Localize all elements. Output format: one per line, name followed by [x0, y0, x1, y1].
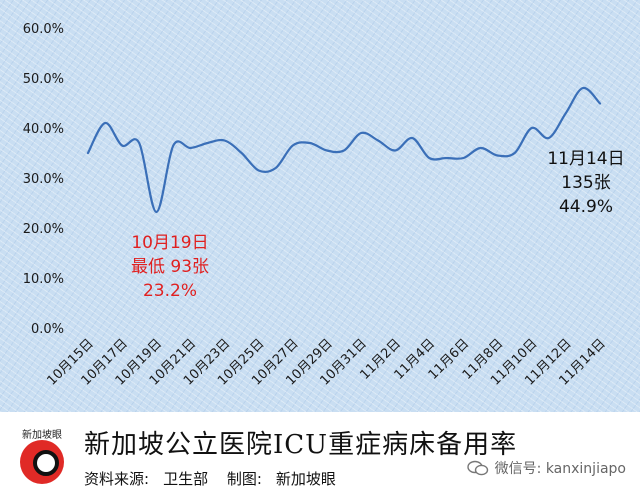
annotation-label: 23.2%	[143, 281, 197, 301]
y-tick-label: 50.0%	[23, 72, 64, 87]
source-line: 资料来源: 卫生部 制图: 新加坡眼	[84, 468, 350, 489]
annotation-label: 135张	[561, 173, 610, 193]
wechat-text: 微信号: kanxinjiapo	[494, 461, 626, 477]
line-chart: 0.0%10.0%20.0%30.0%40.0%50.0%60.0% 10月15…	[23, 22, 625, 389]
chart-by-label: 制图:	[226, 470, 262, 488]
y-tick-label: 30.0%	[23, 172, 64, 187]
annotation-label: 最低 93张	[131, 257, 209, 277]
y-tick-label: 40.0%	[23, 122, 64, 137]
chart-title: 新加坡公立医院ICU重症病床备用率	[84, 430, 518, 460]
chart-area: 0.0% 10.0% 20.0% 30.0% 40.0% 50.0% 60.0% 10月15…	[0, 0, 640, 412]
y-tick-label: 0.0%	[31, 322, 64, 337]
source-value: 卫生部	[163, 470, 209, 488]
brand-logo: 新加坡眼	[14, 426, 70, 490]
wechat-id: 微信号: kanxinjiapo	[466, 458, 626, 478]
source-label: 资料来源:	[84, 470, 150, 488]
logo-eye-icon	[20, 440, 64, 484]
y-tick-label: 60.0%	[23, 22, 64, 37]
annotation-label: 44.9%	[559, 197, 613, 217]
wechat-icon	[466, 460, 488, 476]
annotation-label: 11月14日	[547, 149, 624, 169]
footer: 新加坡眼 新加坡公立医院ICU重症病床备用率 资料来源: 卫生部 制图: 新加坡眼 …	[0, 412, 640, 500]
y-tick-label: 20.0%	[23, 222, 64, 237]
series-line	[86, 86, 602, 214]
annotation-label: 10月19日	[131, 233, 208, 253]
y-tick-label: 10.0%	[23, 272, 64, 287]
logo-text: 新加坡眼	[22, 430, 62, 441]
chart-by-value: 新加坡眼	[275, 470, 336, 488]
